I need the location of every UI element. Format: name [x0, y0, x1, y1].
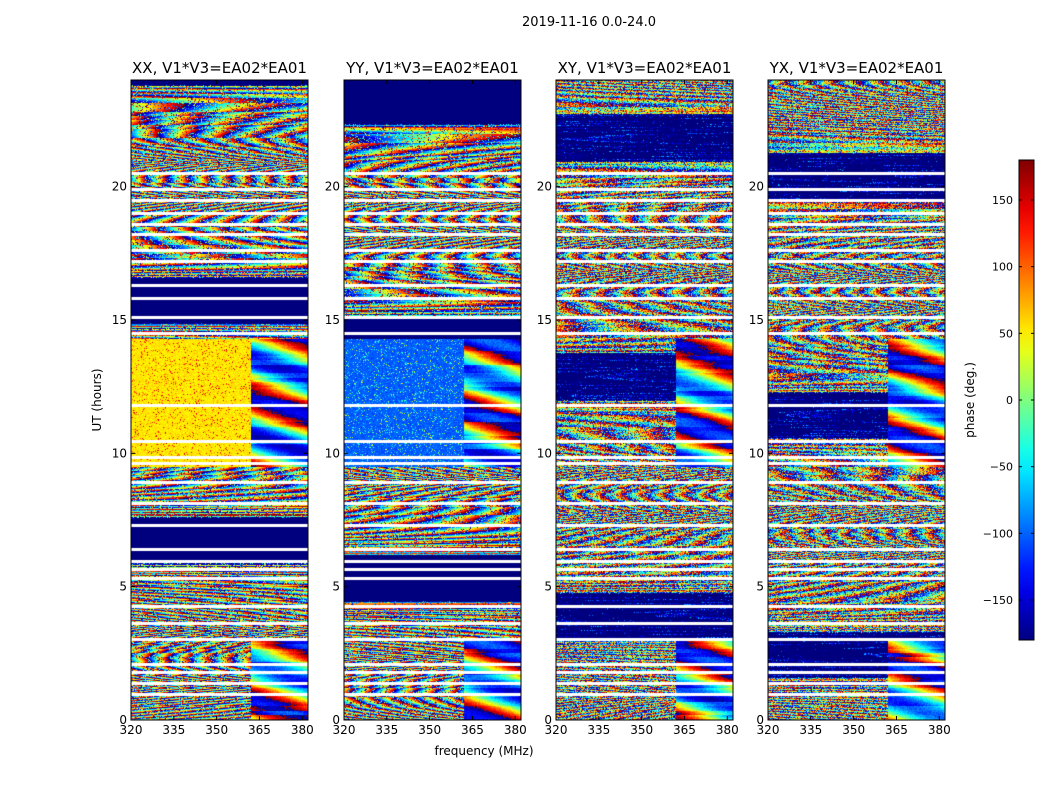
x-tick-label: 365 [461, 723, 484, 737]
panel-yx: YX, V1*V3=EA02*EA01 320 335 350 365 380 0 5 10 15… [749, 59, 951, 737]
y-axis-label: UT (hours) [90, 368, 104, 431]
colorbar: −150 −100 −50 0 50 100 150 phase (deg.) [963, 159, 1035, 641]
x-tick-label: 365 [885, 723, 908, 737]
y-tick-label: 15 [749, 313, 764, 327]
y-tick-label: 20 [325, 180, 340, 194]
panel-xy: XY, V1*V3=EA02*EA01 320 335 350 365 380 0 5 10 15… [537, 59, 739, 737]
colorbar-label: phase (deg.) [963, 362, 977, 438]
x-tick-label: 365 [248, 723, 271, 737]
y-tick-label: 20 [112, 180, 127, 194]
x-tick-label: 320 [120, 723, 143, 737]
x-tick-label: 350 [418, 723, 441, 737]
x-tick-label: 320 [757, 723, 780, 737]
y-tick-label: 20 [749, 180, 764, 194]
y-tick-label: 5 [756, 580, 764, 594]
x-tick-label: 380 [716, 723, 739, 737]
x-tick-label: 335 [375, 723, 398, 737]
phase-heatmap-image [768, 80, 945, 720]
x-tick-label: 335 [587, 723, 610, 737]
phase-heatmap-image [131, 80, 308, 720]
panel-title: YY, V1*V3=EA02*EA01 [345, 59, 519, 77]
panels: XX, V1*V3=EA02*EA01 320 335 350 365 380 0 5 10 15… [112, 59, 951, 737]
x-axis-label: frequency (MHz) [434, 744, 533, 758]
panel-frame [343, 79, 522, 721]
x-tick-label: 320 [545, 723, 568, 737]
x-tick-label: 380 [291, 723, 314, 737]
x-tick-label: 350 [630, 723, 653, 737]
x-tick-label: 350 [842, 723, 865, 737]
colorbar-tick-label: −50 [990, 461, 1013, 474]
y-tick-label: 15 [112, 313, 127, 327]
panel-title: XX, V1*V3=EA02*EA01 [132, 59, 307, 77]
colorbar-tick-label: 100 [992, 261, 1013, 274]
y-tick-label: 5 [332, 580, 340, 594]
y-tick-label: 0 [756, 713, 764, 727]
y-tick-label: 10 [112, 446, 127, 460]
colorbar-tick-label: −100 [983, 527, 1013, 540]
panel-frame [555, 79, 734, 721]
x-tick-label: 350 [205, 723, 228, 737]
panel-title: XY, V1*V3=EA02*EA01 [558, 59, 732, 77]
phase-heatmap-image [556, 80, 733, 720]
colorbar-tick-label: 0 [1006, 394, 1013, 407]
x-tick-label: 320 [333, 723, 356, 737]
colorbar-tick-label: 150 [992, 194, 1013, 207]
y-tick-label: 10 [749, 446, 764, 460]
x-tick-label: 380 [928, 723, 951, 737]
x-tick-label: 335 [799, 723, 822, 737]
panel-title: YX, V1*V3=EA02*EA01 [769, 59, 944, 77]
x-tick-label: 365 [673, 723, 696, 737]
y-tick-label: 15 [325, 313, 340, 327]
panel-xx: XX, V1*V3=EA02*EA01 320 335 350 365 380 0 5 10 15… [112, 59, 314, 737]
y-tick-label: 0 [332, 713, 340, 727]
panel-frame [767, 79, 946, 721]
colorbar-tick-label: 50 [999, 327, 1013, 340]
y-tick-label: 10 [537, 446, 552, 460]
y-tick-label: 20 [537, 180, 552, 194]
colorbar-tick-label: −150 [983, 594, 1013, 607]
x-tick-label: 380 [504, 723, 527, 737]
y-tick-label: 10 [325, 446, 340, 460]
figure-title: 2019-11-16 0.0-24.0 [522, 15, 656, 30]
y-tick-label: 0 [544, 713, 552, 727]
x-tick-label: 335 [162, 723, 185, 737]
y-tick-label: 5 [119, 580, 127, 594]
y-tick-label: 5 [544, 580, 552, 594]
y-tick-label: 0 [119, 713, 127, 727]
y-tick-label: 15 [537, 313, 552, 327]
panel-frame [130, 79, 309, 721]
panel-yy: YY, V1*V3=EA02*EA01 320 335 350 365 380 0 5 10 15… [325, 59, 527, 737]
phase-heatmap-image [344, 80, 521, 720]
